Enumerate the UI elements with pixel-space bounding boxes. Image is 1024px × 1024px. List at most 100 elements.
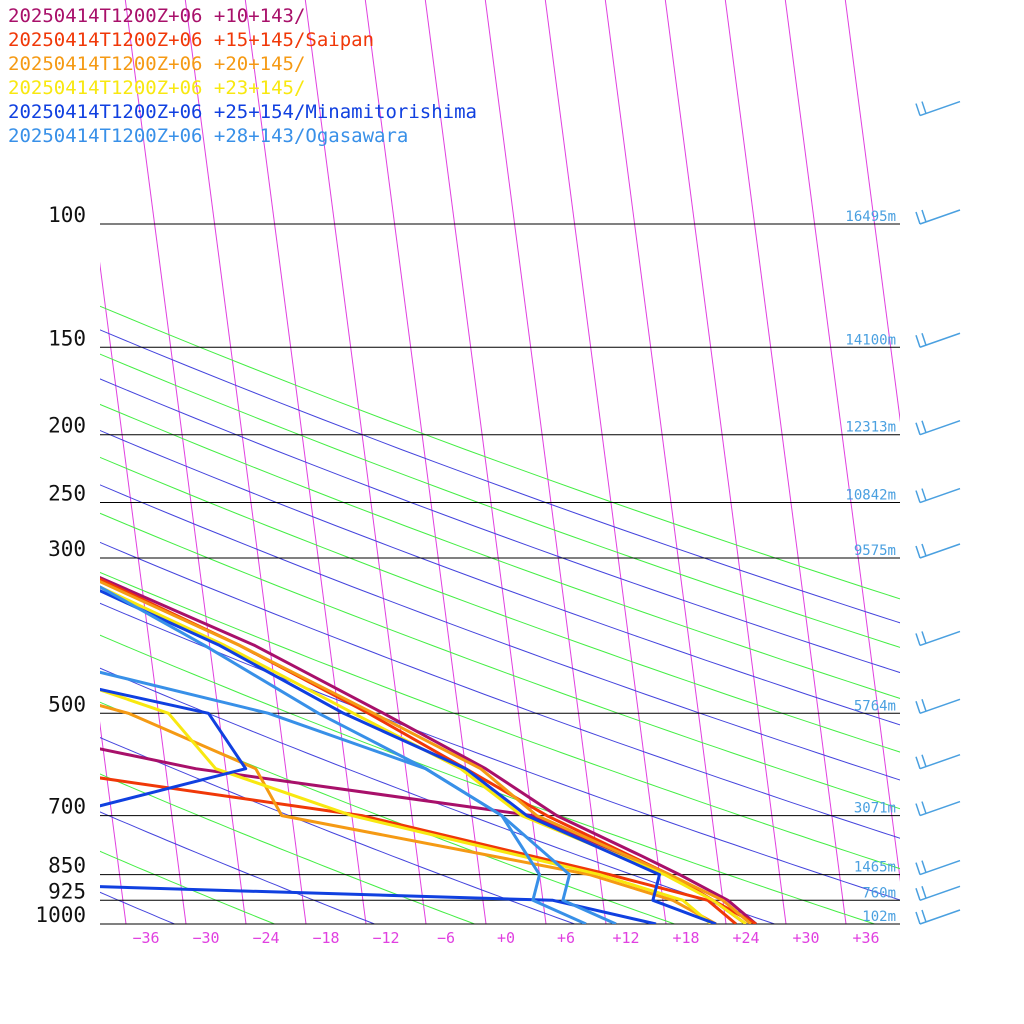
temperature-tick-label: −36	[132, 929, 159, 947]
isotherm-line	[812, 0, 1024, 924]
isotherm-line	[0, 0, 6, 924]
temperature-tick-label: −24	[252, 929, 279, 947]
height-label: 10842m	[845, 488, 896, 504]
wind-barb-flag	[921, 420, 927, 433]
temperature-curve	[100, 589, 717, 924]
dry-adiabat-line	[100, 353, 900, 648]
pressure-label: 300	[48, 537, 86, 561]
wind-barb-flag	[915, 422, 921, 435]
height-label: 1465m	[854, 860, 896, 876]
dry-adiabat-line	[100, 429, 900, 726]
temperature-tick-label: +18	[672, 929, 699, 947]
isotherm-line	[484, 0, 607, 924]
dry-adiabat-line	[100, 456, 900, 753]
height-label: 16495m	[845, 209, 896, 225]
isotherm-line	[544, 0, 667, 924]
temperature-tick-label: −6	[437, 929, 455, 947]
temperature-tick-label: +36	[852, 929, 879, 947]
pressure-label: 500	[48, 692, 86, 716]
height-label: 5764m	[854, 698, 896, 714]
wind-barb-flag	[915, 862, 921, 875]
dry-adiabat-line	[100, 634, 875, 924]
pressure-label: 200	[48, 414, 86, 438]
wind-barb-flag	[915, 490, 921, 503]
dry-adiabat-line	[100, 811, 375, 924]
wind-barb-flag	[915, 335, 921, 348]
temperature-tick-label: −30	[192, 929, 219, 947]
legend-entry: 20250414T1200Z+06 +20+145/	[8, 53, 306, 75]
dry-adiabat-line	[100, 512, 900, 810]
sounding-curves	[100, 575, 757, 924]
dry-adiabat-line	[100, 305, 900, 600]
dry-adiabat-line	[100, 773, 475, 924]
dry-adiabat-line	[100, 891, 175, 924]
pressure-label: 250	[48, 482, 86, 506]
pressure-label: 850	[48, 854, 86, 878]
dry-adiabat-line	[100, 541, 900, 839]
dewpoint-curve	[100, 687, 657, 924]
height-label: 14100m	[845, 332, 896, 348]
dry-adiabat-line	[100, 403, 900, 699]
legend-entry: 20250414T1200Z+06 +28+143/Ogasawara	[8, 125, 409, 147]
isotherm-line	[724, 0, 847, 924]
wind-barb-flag	[915, 633, 921, 646]
dry-adiabat-line	[100, 850, 275, 924]
temperature-curve	[100, 585, 617, 924]
dry-adiabat-line	[100, 329, 900, 624]
wind-barb-flag	[921, 333, 927, 346]
temperature-tick-label: −12	[372, 929, 399, 947]
wind-barb-flag	[921, 488, 927, 501]
height-label: 760m	[862, 885, 896, 901]
dry-adiabat-line	[100, 667, 775, 924]
temperature-curve	[100, 575, 757, 924]
legend-entry: 20250414T1200Z+06 +15+145/Saipan	[8, 29, 375, 51]
temperature-tick-label: −18	[312, 929, 339, 947]
pressure-label: 100	[48, 203, 86, 227]
temperature-tick-label: +24	[732, 929, 759, 947]
isotherm-line	[304, 0, 427, 924]
temperature-tick-label: +0	[497, 929, 515, 947]
dewpoint-curve	[100, 703, 717, 924]
height-label: 3071m	[854, 801, 896, 817]
wind-barb-flag	[921, 209, 927, 223]
wind-barb-flag	[921, 101, 927, 114]
dry-adiabat-line	[100, 571, 900, 870]
dry-adiabat-line	[100, 736, 575, 924]
wind-barb-flag	[921, 886, 927, 899]
pressure-label: 150	[48, 326, 86, 350]
temperature-curve	[100, 580, 752, 924]
legend-entry: 20250414T1200Z+06 +10+143/	[8, 5, 306, 27]
isotherm-line	[784, 0, 900, 882]
wind-barbs	[915, 100, 961, 925]
temperature-tick-label: +30	[792, 929, 819, 947]
dewpoint-curve	[100, 670, 587, 924]
height-label: 9575m	[854, 543, 896, 559]
dry-adiabat-line	[100, 484, 900, 781]
temperature-tick-label: +6	[557, 929, 575, 947]
wind-barb-flag	[921, 754, 927, 767]
wind-barb-flag	[915, 103, 921, 116]
legend-entry: 20250414T1200Z+06 +23+145/	[8, 77, 306, 99]
legend-entry: 20250414T1200Z+06 +25+154/Minamitorishim…	[8, 101, 477, 123]
potential-temperature-grid	[100, 305, 900, 924]
pressure-label: 700	[48, 795, 86, 819]
legend: 20250414T1200Z+06 +10+143/20250414T1200Z…	[8, 4, 477, 148]
wind-barb-flag	[915, 211, 921, 225]
isotherm-line	[124, 0, 247, 924]
wind-barb-flag	[921, 631, 927, 644]
wind-barb-flag	[915, 545, 921, 559]
wind-barb-flag	[915, 911, 921, 925]
isotherm-line	[100, 261, 187, 924]
height-label: 12313m	[845, 420, 896, 436]
wind-barb-flag	[915, 701, 921, 714]
wind-barb-flag	[921, 860, 927, 873]
pressure-label: 925	[48, 879, 86, 903]
isotherm-line	[184, 0, 307, 924]
height-label: 102m	[862, 909, 896, 925]
isobar-grid	[100, 223, 900, 925]
wind-barb-flag	[921, 909, 927, 923]
dewpoint-curve	[100, 776, 737, 924]
